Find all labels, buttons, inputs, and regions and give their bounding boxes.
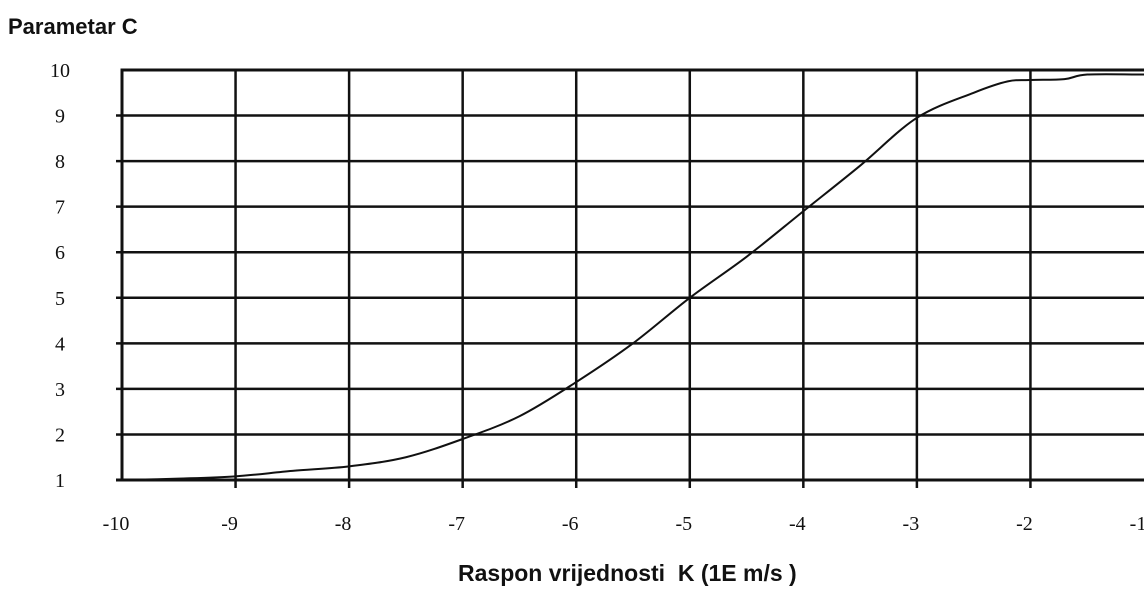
x-tick-label: -2 — [1016, 513, 1033, 535]
y-tick-label: 6 — [55, 242, 65, 264]
x-tick-label: -5 — [675, 513, 692, 535]
y-tick-label: 8 — [55, 151, 65, 173]
series-line — [121, 73, 1144, 481]
x-tick-label: -10 — [103, 513, 130, 535]
y-tick-label: 10 — [50, 60, 70, 82]
y-tick-label: 7 — [55, 197, 65, 219]
y-tick-label: 5 — [55, 288, 65, 310]
y-tick-label: 1 — [55, 470, 65, 492]
y-tick-label: 4 — [55, 333, 65, 355]
plot-frame — [120, 68, 1144, 482]
y-axis-title: Parametar C — [8, 14, 138, 39]
x-tick-label: -3 — [903, 513, 920, 535]
x-tick-label: -9 — [221, 513, 238, 535]
x-tick-label: -1 — [1130, 513, 1144, 535]
x-tick-label: -8 — [335, 513, 352, 535]
y-tick-label: 2 — [55, 424, 65, 446]
x-tick-label: -7 — [448, 513, 465, 535]
x-axis-title: Raspon vrijednosti K (1E m/s ) — [458, 560, 797, 586]
x-tick-label: -6 — [562, 513, 579, 535]
y-tick-label: 9 — [55, 106, 65, 128]
y-tick-label: 3 — [55, 379, 65, 401]
grid — [116, 68, 1144, 488]
tick-labels: -10 -9 -8 -7 -6 -5 -4 -3 -2 -1 1 2 3 4 5 6 7 8 9 10 — [50, 60, 1144, 535]
x-tick-label: -4 — [789, 513, 806, 535]
